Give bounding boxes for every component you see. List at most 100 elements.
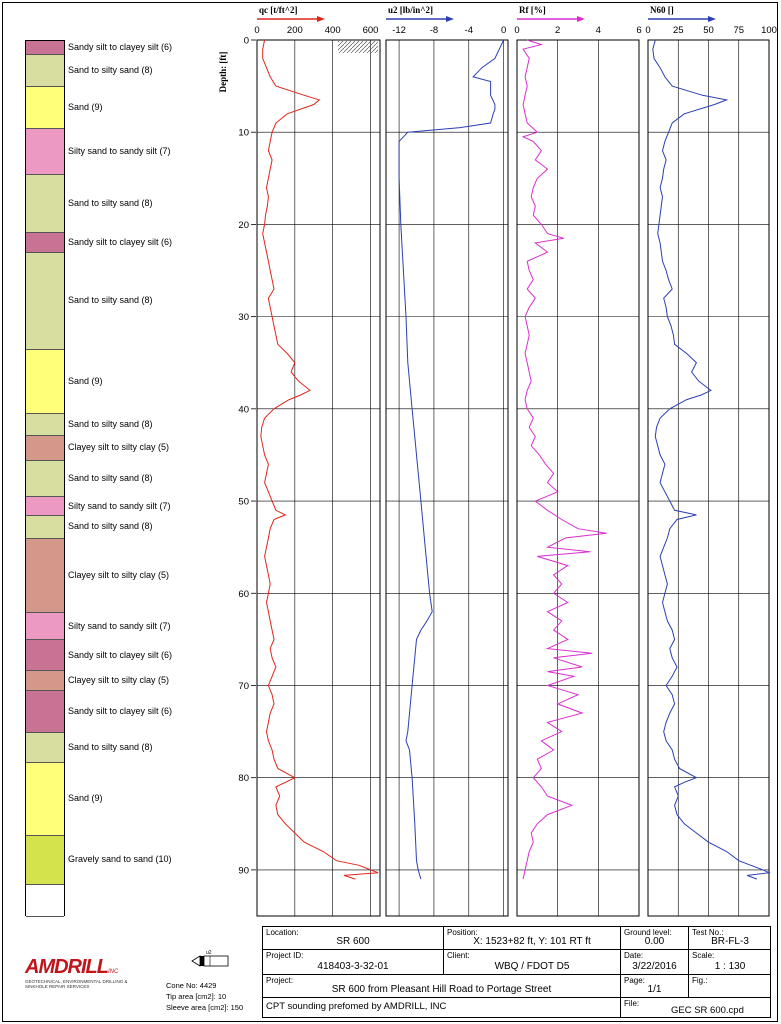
fig-cell: Fig.:: [689, 975, 771, 998]
qc-tick-label: 200: [287, 25, 303, 36]
n60-tick-label: 100: [761, 25, 777, 36]
sleeve-area: Sleeve area [cm2]: 150: [166, 1003, 244, 1012]
qc-trace: [260, 39, 379, 880]
test-value: BR-FL-3: [711, 936, 749, 947]
u2-tick-label: -12: [392, 25, 406, 36]
u2-tick-label: 0: [501, 25, 506, 36]
logo-suffix: INC: [107, 969, 119, 975]
soil-layer-label: Sand to silty sand (8): [68, 521, 153, 532]
u2-tick-label: -8: [430, 25, 438, 36]
soil-layer-label: Sandy silt to clayey silt (6): [68, 705, 173, 716]
rf-legend-arrow: [577, 16, 585, 22]
soil-layer: [26, 435, 64, 461]
soil-layer-label: Sand to silty sand (8): [68, 741, 153, 752]
depth-tick-label: 40: [238, 404, 249, 415]
predrill-hatch: [338, 41, 378, 53]
n60-legend-arrow: [708, 16, 716, 22]
soil-layer: [26, 128, 64, 175]
rf-title: Rf [%]: [519, 5, 546, 15]
soil-layer-label: Silty sand to sandy silt (7): [68, 500, 171, 511]
scale-cell: Scale: 1 : 130: [689, 950, 771, 975]
project-id-value: 418403-3-32-01: [317, 961, 389, 972]
soil-layer: [26, 763, 64, 836]
depth-tick-label: 80: [238, 773, 249, 784]
soil-layer-label: Silty sand to sandy silt (7): [68, 620, 171, 631]
scale-value: 1 : 130: [714, 961, 746, 972]
ground-value: 0.00: [644, 936, 665, 947]
soil-layer-label: Sandy silt to clayey silt (6): [68, 649, 173, 660]
soil-layer: [26, 87, 64, 129]
rf-tick-label: 6: [636, 25, 641, 36]
cone-info: Cone No: 4429 Tip area [cm2]: 10 Sleeve …: [166, 980, 243, 1013]
cone-label: u2: [206, 950, 212, 956]
note-cell: CPT sounding prefomed by AMDRILL, INC: [263, 998, 621, 1017]
soil-layer: [26, 414, 64, 436]
file-value: GEC SR 600.cpd: [671, 1005, 744, 1016]
soil-layer: [26, 232, 64, 254]
depth-tick-label: 30: [238, 312, 249, 323]
n60-tick-label: 25: [673, 25, 684, 36]
soil-layer: [26, 670, 64, 692]
client-value: WBQ / FDOT D5: [494, 961, 570, 972]
qc-legend-arrow: [317, 16, 325, 22]
u2-trace: [398, 39, 505, 880]
soil-layer-label: Sand to silty sand (8): [68, 473, 153, 483]
cone-icon: u2: [191, 950, 229, 967]
soil-layer-label: Sand to silty sand (8): [68, 419, 153, 430]
rf-tick-label: 4: [596, 25, 601, 36]
depth-tick-label: 10: [238, 128, 249, 139]
soil-layer-label: Clayey silt to silty clay (5): [68, 674, 170, 685]
qc-tick-label: 600: [363, 25, 379, 36]
soil-layer: [26, 835, 64, 885]
depth-tick-label: 60: [238, 589, 249, 600]
logo-tagline: GEOTECHNICAL, ENVIRONMENTAL DRILLING & S…: [25, 979, 128, 989]
soil-layer-label: Sandy silt to clayey silt (6): [68, 41, 173, 52]
u2-panel: [385, 39, 509, 917]
location-value: SR 600: [336, 936, 370, 947]
rf-tick-label: 0: [514, 25, 519, 36]
cone-no: Cone No: 4429: [166, 981, 217, 990]
n60-tick-label: 75: [733, 25, 744, 36]
soil-layer: [26, 538, 64, 613]
soil-layer-label: Sand (9): [68, 793, 103, 804]
date-value: 3/22/2016: [632, 961, 677, 972]
soil-layer: [26, 174, 64, 233]
u2-legend-arrow: [446, 16, 454, 22]
soil-layer-label: Sand (9): [68, 101, 103, 112]
ground-cell: Ground level: 0.00: [621, 927, 689, 950]
soil-layer: [26, 612, 64, 641]
file-cell: File: GEC SR 600.cpd: [624, 999, 744, 1016]
project-value: SR 600 from Pleasant Hill Road to Portag…: [331, 984, 552, 995]
page-cell: Page: 1/1: [621, 975, 689, 998]
u2-tick-label: -4: [465, 25, 473, 36]
tip-area: Tip area [cm2]: 10: [166, 992, 227, 1001]
n60-trace: [652, 39, 771, 880]
soil-layer: [26, 732, 64, 763]
soil-layer-label: Sand to silty sand (8): [68, 295, 153, 306]
depth-tick-label: 50: [238, 497, 249, 508]
company-logo: AMDRILLINC GEOTECHNICAL, ENVIRONMENTAL D…: [25, 956, 145, 996]
soil-layer-label: Clayey silt to silty clay (5): [68, 442, 170, 453]
soil-layer: [26, 41, 64, 55]
soil-layer: [26, 515, 64, 539]
depth-tick-label: 0: [244, 36, 249, 47]
project-id-cell: Project ID: 418403-3-32-01: [263, 950, 444, 975]
soil-layer: [26, 884, 64, 917]
qc-tick-label: 0: [254, 25, 259, 36]
logo-name: AMDRILL: [25, 956, 109, 978]
depth-tick-label: 70: [238, 681, 249, 692]
qc-panel: [256, 39, 381, 917]
info-table: Location: SR 600 Position: X: 1523+82 ft, …: [262, 926, 771, 1018]
rf-panel: [516, 39, 640, 917]
qc-tick-label: 400: [325, 25, 341, 36]
soil-layer: [26, 54, 64, 88]
qc-title: qc [t/ft^2]: [259, 5, 297, 15]
depth-tick-label: 90: [238, 865, 249, 876]
test-cell: Test No.: BR-FL-3: [689, 927, 771, 950]
soil-layer: [26, 253, 64, 350]
date-cell: Date: 3/22/2016: [621, 950, 689, 975]
soil-layer-label: Sand to silty sand (8): [68, 197, 153, 208]
n60-tick-label: 50: [703, 25, 714, 36]
